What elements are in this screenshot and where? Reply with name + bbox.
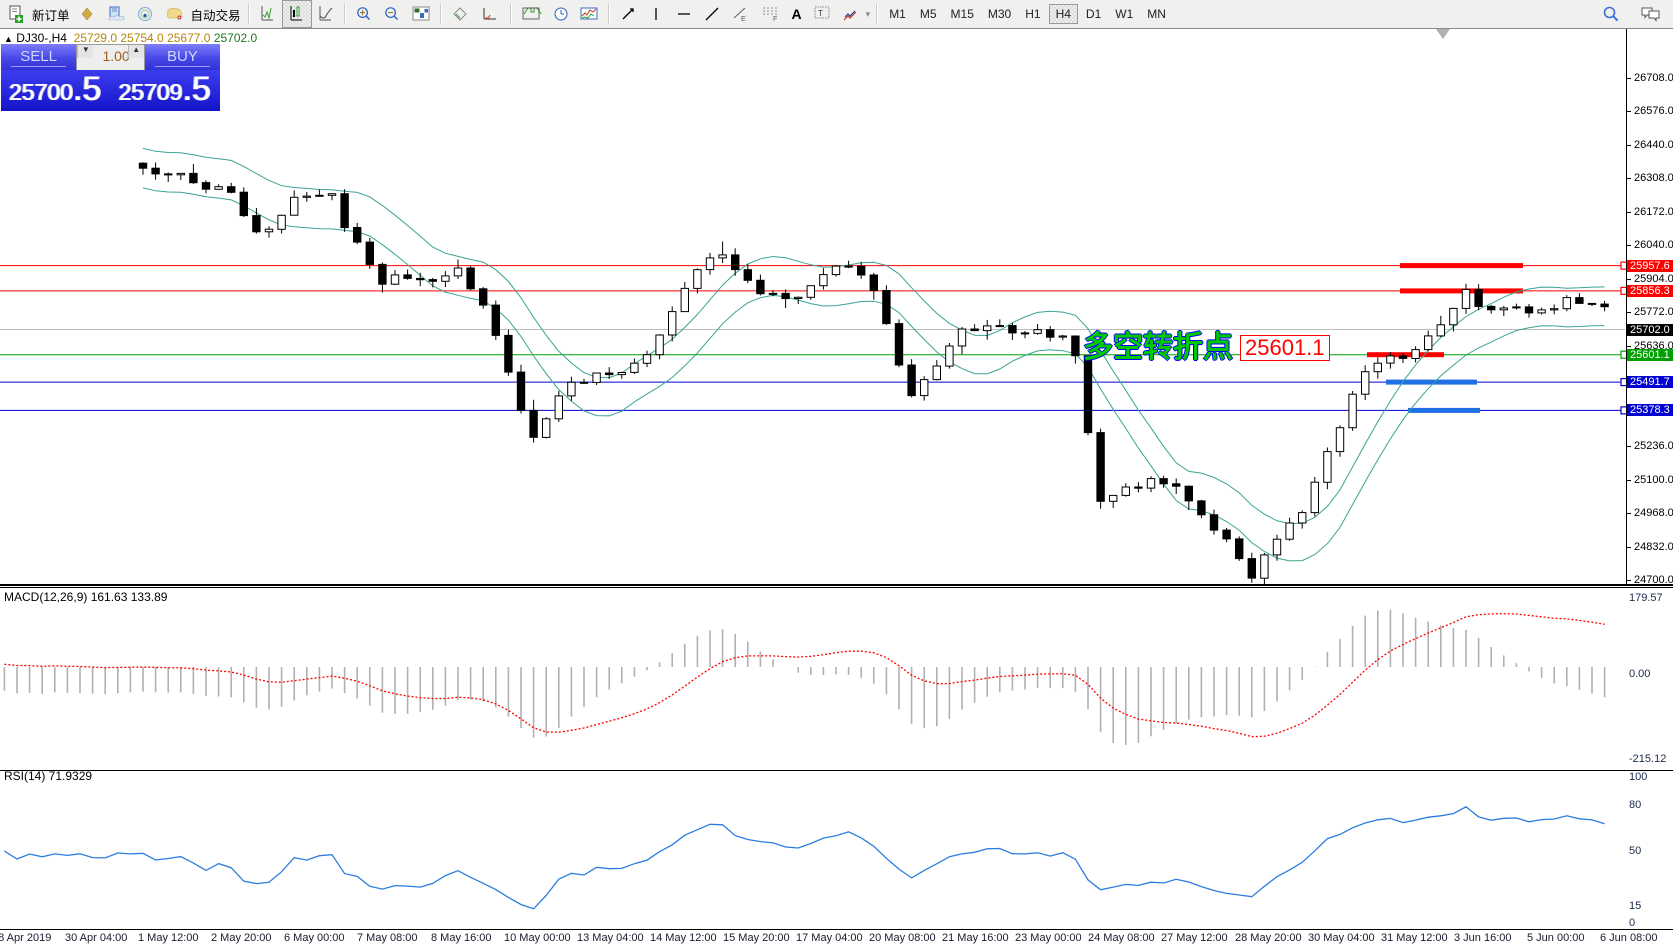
svg-text:F: F [773, 16, 777, 22]
svg-text:E: E [741, 16, 746, 22]
svg-text:T: T [818, 9, 823, 18]
